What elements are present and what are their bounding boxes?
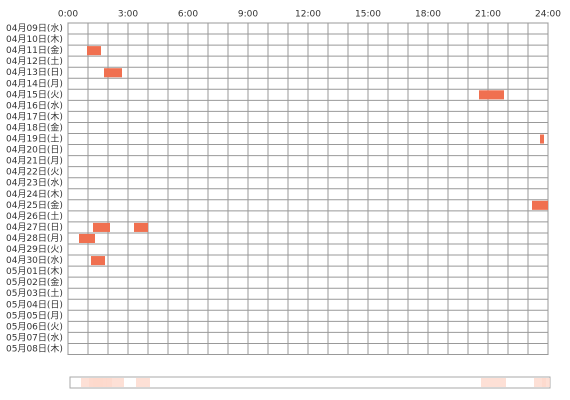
summary-segment [481, 378, 506, 387]
x-tick-label: 12:00 [295, 10, 321, 20]
row-label: 04月12日(土) [6, 55, 63, 67]
row-label: 04月16日(水) [6, 99, 63, 111]
activity-block [540, 134, 544, 144]
row-label: 04月19日(土) [6, 133, 63, 145]
row-label: 05月05日(月) [6, 310, 63, 321]
row-label: 04月30日(水) [6, 254, 63, 266]
x-tick-label: 0:00 [58, 10, 78, 20]
row-label: 04月27日(日) [6, 222, 63, 233]
row-label: 04月11日(金) [6, 44, 63, 56]
row-label: 05月01日(木) [6, 265, 63, 277]
row-label: 04月18日(金) [6, 121, 63, 133]
summary-segment [136, 378, 150, 387]
row-label: 05月07日(水) [6, 331, 63, 343]
row-label: 05月03日(土) [6, 287, 63, 299]
row-label: 04月13日(日) [6, 67, 63, 78]
row-label: 04月29日(火) [6, 244, 63, 255]
row-label: 05月08日(木) [6, 342, 63, 354]
row-label: 04月25日(金) [6, 199, 63, 211]
x-tick-label: 3:00 [118, 10, 138, 20]
summary-segment [81, 378, 97, 387]
row-label: 04月14日(月) [6, 78, 63, 89]
activity-block [79, 233, 95, 243]
row-label: 05月06日(火) [6, 321, 63, 332]
x-tick-label: 24:00 [535, 10, 561, 20]
activity-block [93, 222, 110, 232]
summary-segment [106, 378, 124, 387]
row-label: 05月04日(日) [6, 299, 63, 310]
row-label: 04月24日(木) [6, 188, 63, 200]
x-tick-label: 6:00 [178, 10, 198, 20]
row-label: 04月26日(土) [6, 210, 63, 222]
x-tick-label: 15:00 [355, 10, 381, 20]
row-label: 04月21日(月) [6, 156, 63, 167]
summary-segment [534, 378, 550, 387]
row-label: 04月09日(水) [6, 22, 63, 34]
x-tick-label: 21:00 [475, 10, 501, 20]
row-label: 04月15日(火) [6, 89, 63, 100]
activity-block [532, 200, 548, 210]
row-label: 04月23日(水) [6, 177, 63, 189]
row-label: 04月17日(木) [6, 110, 63, 122]
row-label: 05月02日(金) [6, 276, 63, 288]
row-label: 04月20日(日) [6, 145, 63, 156]
x-tick-label: 18:00 [415, 10, 441, 20]
activity-block [134, 222, 148, 232]
row-label: 04月22日(火) [6, 167, 63, 178]
row-label: 04月28日(月) [6, 233, 63, 244]
x-tick-label: 9:00 [238, 10, 258, 20]
row-label: 04月10日(木) [6, 33, 63, 45]
activity-block [104, 68, 122, 78]
activity-block [87, 46, 101, 56]
activity-block [479, 90, 504, 100]
summary-segment [93, 378, 107, 387]
activity-block [91, 256, 105, 266]
